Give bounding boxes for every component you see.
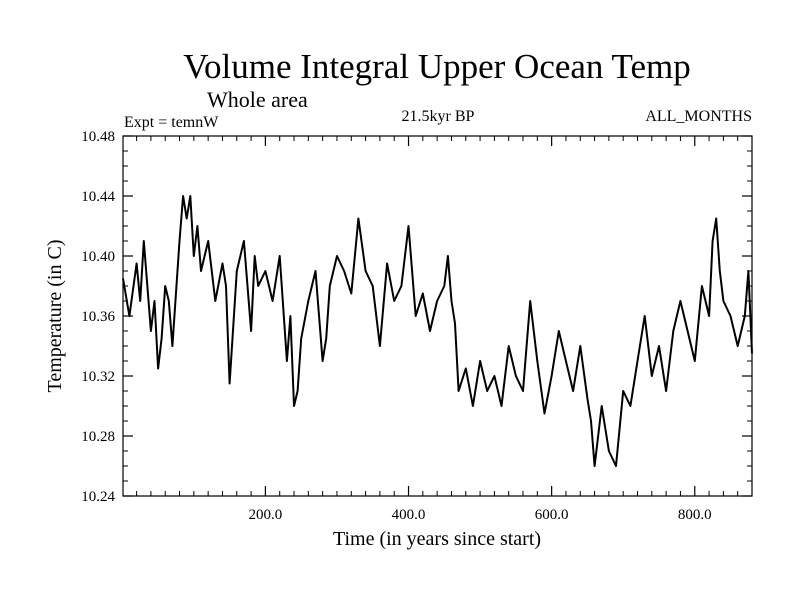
chart-subtitle: Whole area [207,87,308,112]
y-tick-label: 10.44 [81,189,115,205]
period-label: 21.5kyr BP [402,108,475,125]
x-tick-label: 600.0 [535,507,569,523]
y-tick-label: 10.24 [81,489,115,505]
y-tick-label: 10.36 [81,309,115,325]
x-tick-label: 400.0 [392,507,426,523]
temperature-series-line [122,195,753,467]
y-tick-label: 10.32 [81,369,115,385]
x-tick-label: 800.0 [678,507,712,523]
months-label: ALL_MONTHS [645,108,752,125]
y-tick-label: 10.40 [81,249,115,265]
axis-tick-labels: 200.0 400.0 600.0 800.0 10.24 10.28 10.32 10.36… [81,129,711,523]
y-tick-label: 10.28 [81,429,115,445]
x-axis-label: Time (in years since start) [333,528,541,550]
y-tick-label: 10.48 [81,129,115,145]
experiment-label: Expt = temnW [124,114,219,131]
chart-title: Volume Integral Upper Ocean Temp [183,47,690,86]
axis-ticks [123,135,752,497]
x-tick-label: 200.0 [249,507,283,523]
y-axis-label: Temperature (in C) [44,240,66,393]
plot-frame [122,135,753,497]
